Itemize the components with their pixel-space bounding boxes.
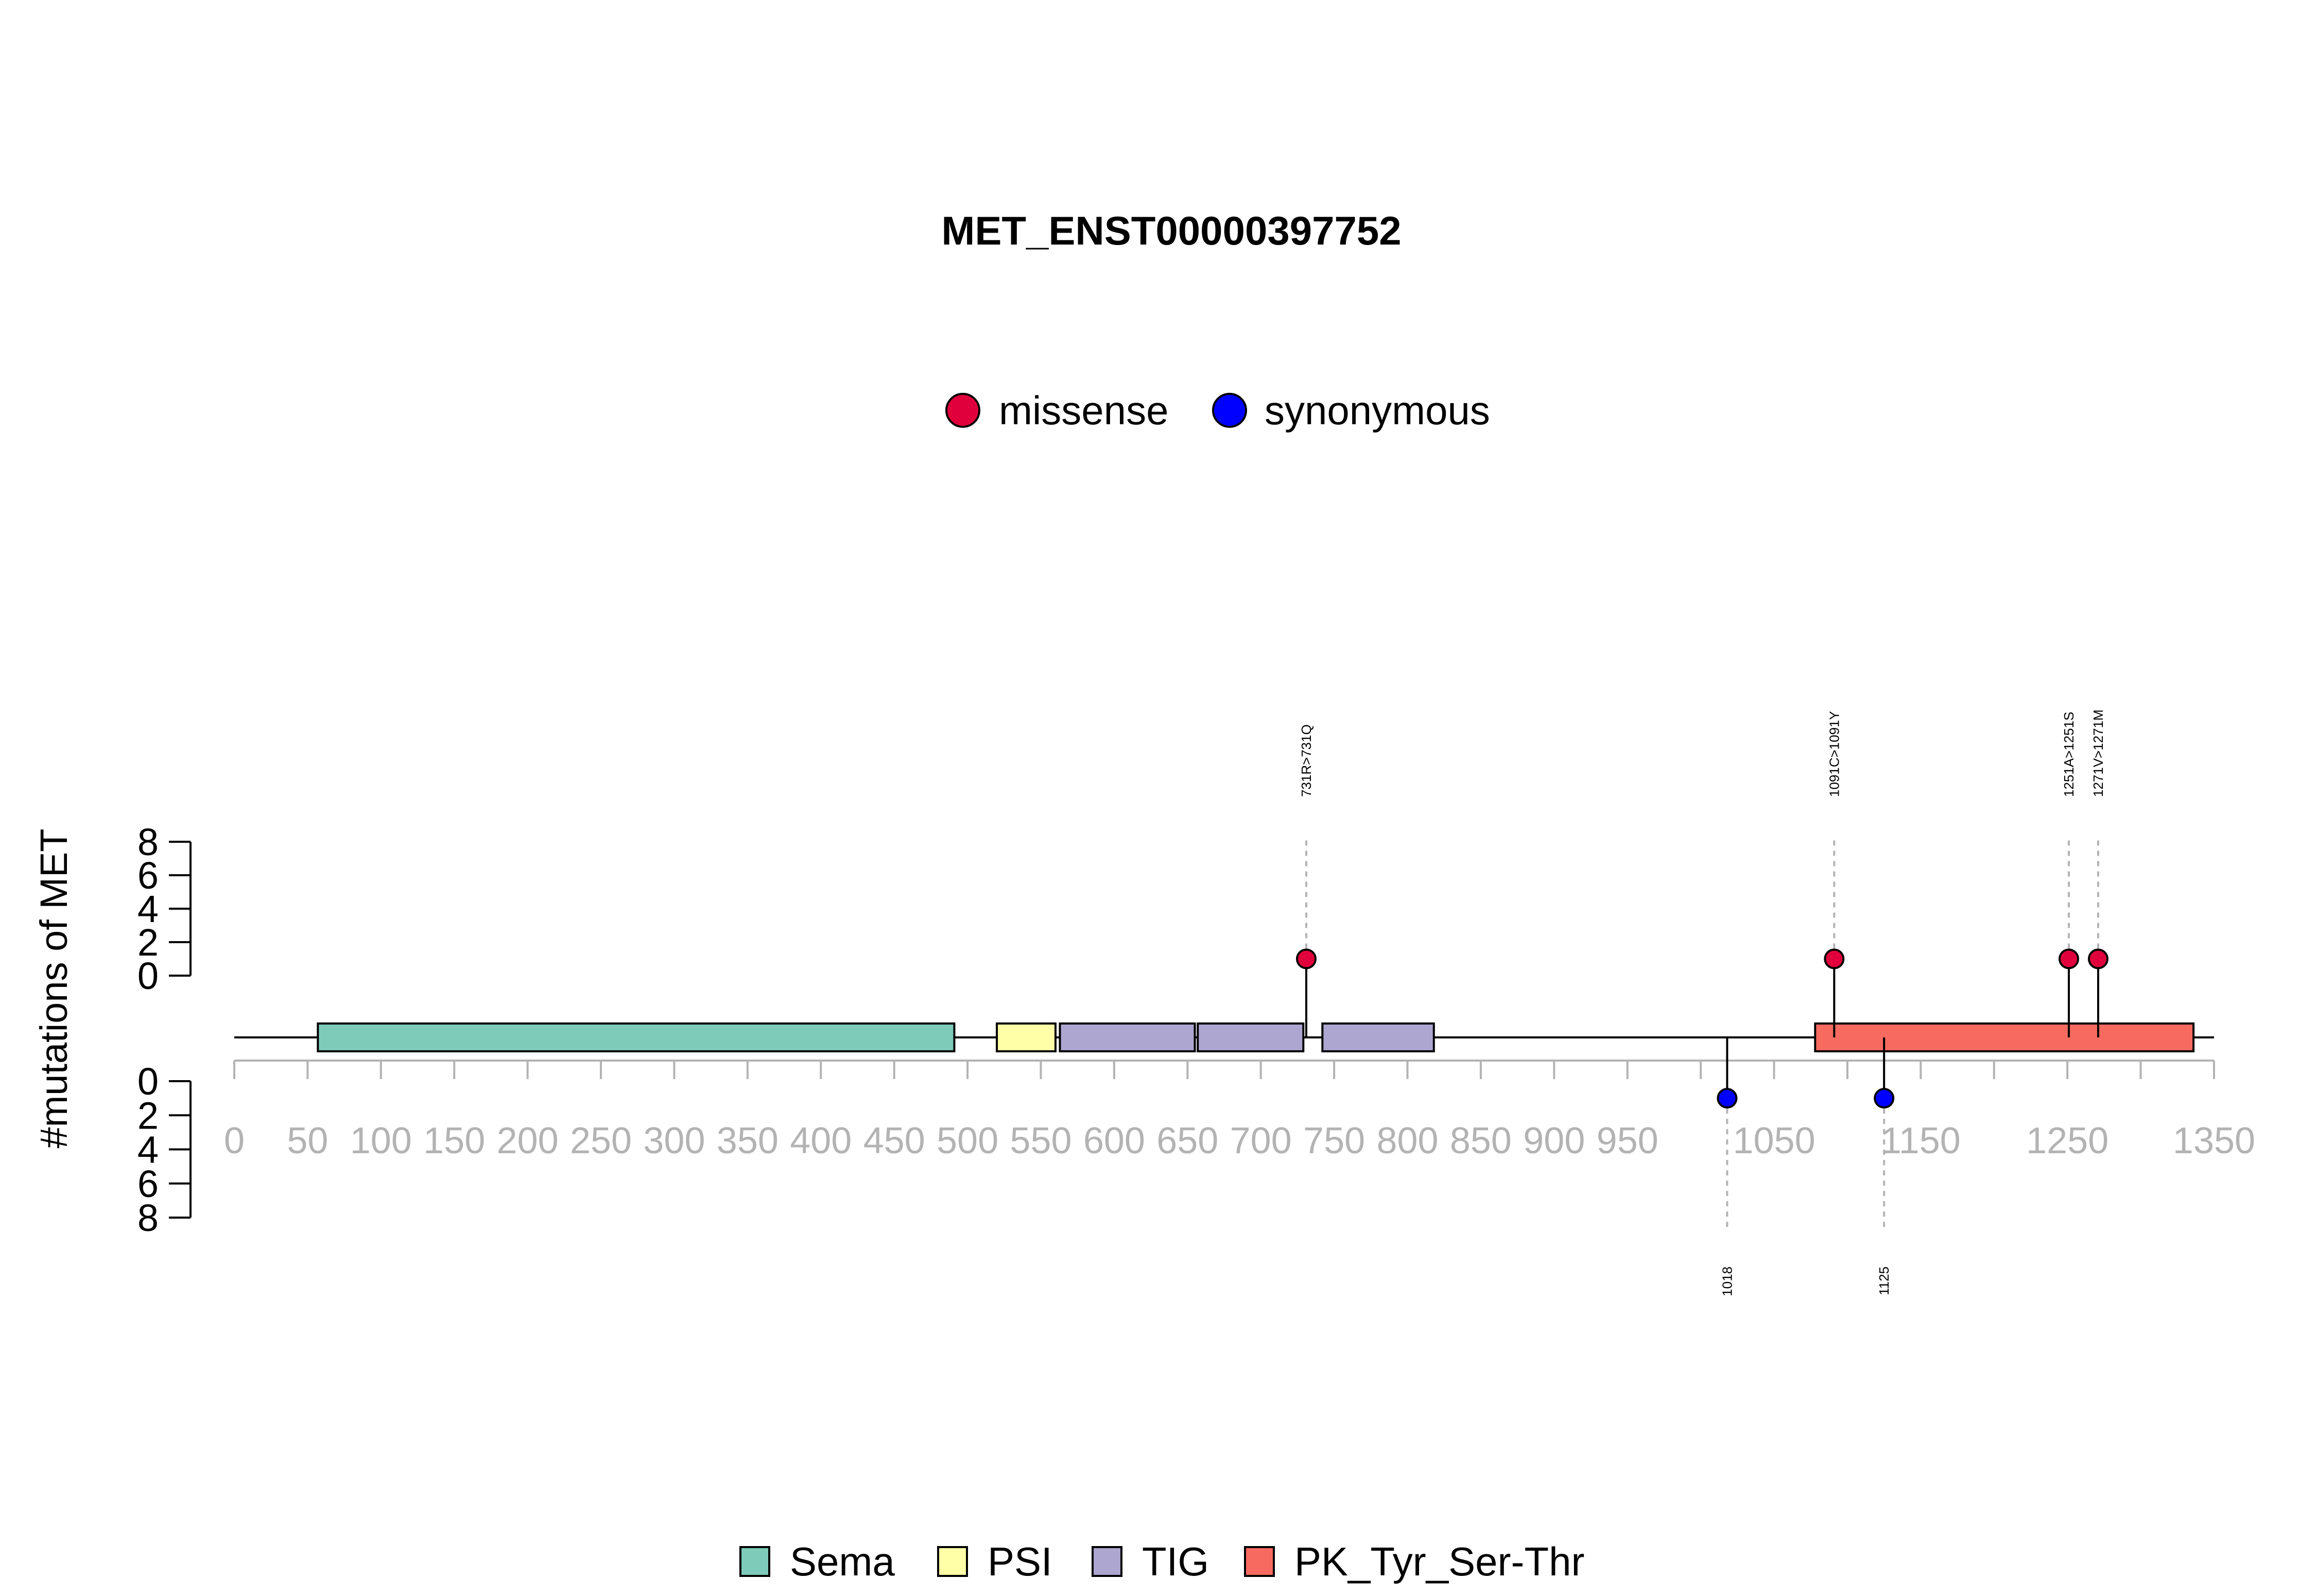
mutation-label-1251: 1251A>1251S — [2061, 712, 2077, 797]
x-tick-label-650: 650 — [1156, 1120, 1218, 1161]
domain-PK_Tyr_Ser-Thr-5 — [1814, 1022, 2195, 1052]
mutation-label-1091: 1091C>1091Y — [1826, 711, 1842, 797]
mutation-label-1125: 1125 — [1876, 1267, 1892, 1295]
x-tick-label-450: 450 — [863, 1120, 925, 1161]
x-tick-label-0: 0 — [224, 1120, 245, 1161]
x-tick-label-600: 600 — [1083, 1120, 1145, 1161]
y-axis-label: #mutations of MET — [32, 828, 75, 1148]
domain-legend: Sema PSI TIG PK_Tyr_Ser-Thr — [739, 1539, 1584, 1584]
domain-legend-swatch-TIG — [1092, 1546, 1122, 1577]
mutation-point-1018 — [1717, 1088, 1738, 1109]
legend-label-synonymous: synonymous — [1265, 388, 1490, 433]
domain-TIG-2 — [1059, 1022, 1196, 1052]
mutation-point-731 — [1295, 948, 1317, 969]
y-upper-tick-label-6: 6 — [137, 854, 159, 897]
x-tick-label-200: 200 — [497, 1120, 559, 1161]
x-tick-label-850: 850 — [1450, 1120, 1512, 1161]
x-axis: 0 50 100 150 200 250 300 350 400 450 500 550 600 650 7… — [224, 1060, 2255, 1161]
mutation-label-1018: 1018 — [1719, 1267, 1735, 1296]
domain-legend-label-TIG: TIG — [1142, 1539, 1209, 1584]
mutation-label-731: 731R>731Q — [1299, 724, 1314, 797]
x-tick-label-300: 300 — [643, 1120, 705, 1161]
x-tick-label-800: 800 — [1376, 1120, 1438, 1161]
domain-legend-label-Sema: Sema — [790, 1539, 895, 1584]
y-lower-tick-label-8: 8 — [137, 1196, 159, 1239]
chart-title: MET_ENST00000397752 — [941, 208, 1401, 253]
mutation-lollipops: 731R>731Q 1091C>1091Y 1251A>1251S 1271V>127… — [1295, 709, 2108, 1296]
y-lower-tick-label-6: 6 — [137, 1163, 159, 1205]
mutation-point-1091 — [1824, 948, 1845, 969]
x-tick-label-750: 750 — [1303, 1120, 1365, 1161]
x-tick-label-150: 150 — [423, 1120, 485, 1161]
y-lower-tick-label-0: 0 — [137, 1060, 159, 1103]
x-tick-label-700: 700 — [1230, 1120, 1292, 1161]
mutation-label-1271: 1271V>1271M — [2090, 709, 2106, 797]
y-lower-tick-label-2: 2 — [137, 1094, 159, 1137]
x-tick-label-1150: 1150 — [1881, 1120, 1961, 1161]
domain-Sema-0 — [317, 1022, 956, 1052]
x-tick-label-500: 500 — [937, 1120, 998, 1161]
x-tick-label-400: 400 — [790, 1120, 852, 1161]
y-upper-tick-label-4: 4 — [137, 888, 159, 930]
x-tick-label-50: 50 — [287, 1120, 328, 1161]
y-upper-tick-label-2: 2 — [137, 921, 159, 964]
domain-legend-swatch-PK_Tyr_Ser-Thr — [1244, 1546, 1275, 1577]
mutation-point-1125 — [1874, 1088, 1895, 1109]
y-upper-tick-label-8: 8 — [137, 821, 159, 863]
mutation-point-1251 — [2059, 948, 2080, 969]
x-tick-label-550: 550 — [1010, 1120, 1071, 1161]
x-tick-label-950: 950 — [1597, 1120, 1658, 1161]
mutation-point-1271 — [2087, 948, 2108, 969]
domain-boxes — [317, 1022, 2195, 1052]
domain-legend-label-PSI: PSI — [988, 1539, 1052, 1584]
x-tick-label-1350: 1350 — [2173, 1120, 2255, 1161]
domain-TIG-4 — [1321, 1022, 1435, 1052]
domain-legend-swatch-PSI — [937, 1546, 968, 1577]
mutation-legend: missense synonymous — [945, 388, 1490, 433]
domain-PSI-1 — [996, 1022, 1057, 1052]
x-tick-label-100: 100 — [350, 1120, 412, 1161]
legend-label-missense: missense — [999, 388, 1168, 433]
x-tick-label-250: 250 — [570, 1120, 632, 1161]
x-tick-label-1050: 1050 — [1733, 1120, 1815, 1161]
domain-legend-label-PK_Tyr_Ser-Thr: PK_Tyr_Ser-Thr — [1294, 1539, 1584, 1584]
x-tick-label-350: 350 — [717, 1120, 779, 1161]
legend-marker-missense — [945, 393, 980, 428]
domain-TIG-3 — [1197, 1022, 1305, 1052]
x-tick-label-1250: 1250 — [2026, 1120, 2108, 1161]
legend-marker-synonymous — [1212, 393, 1247, 428]
x-tick-label-900: 900 — [1523, 1120, 1585, 1161]
domain-legend-swatch-Sema — [739, 1546, 770, 1577]
y-upper-tick-label-0: 0 — [137, 955, 159, 997]
y-lower-tick-label-4: 4 — [137, 1129, 159, 1171]
